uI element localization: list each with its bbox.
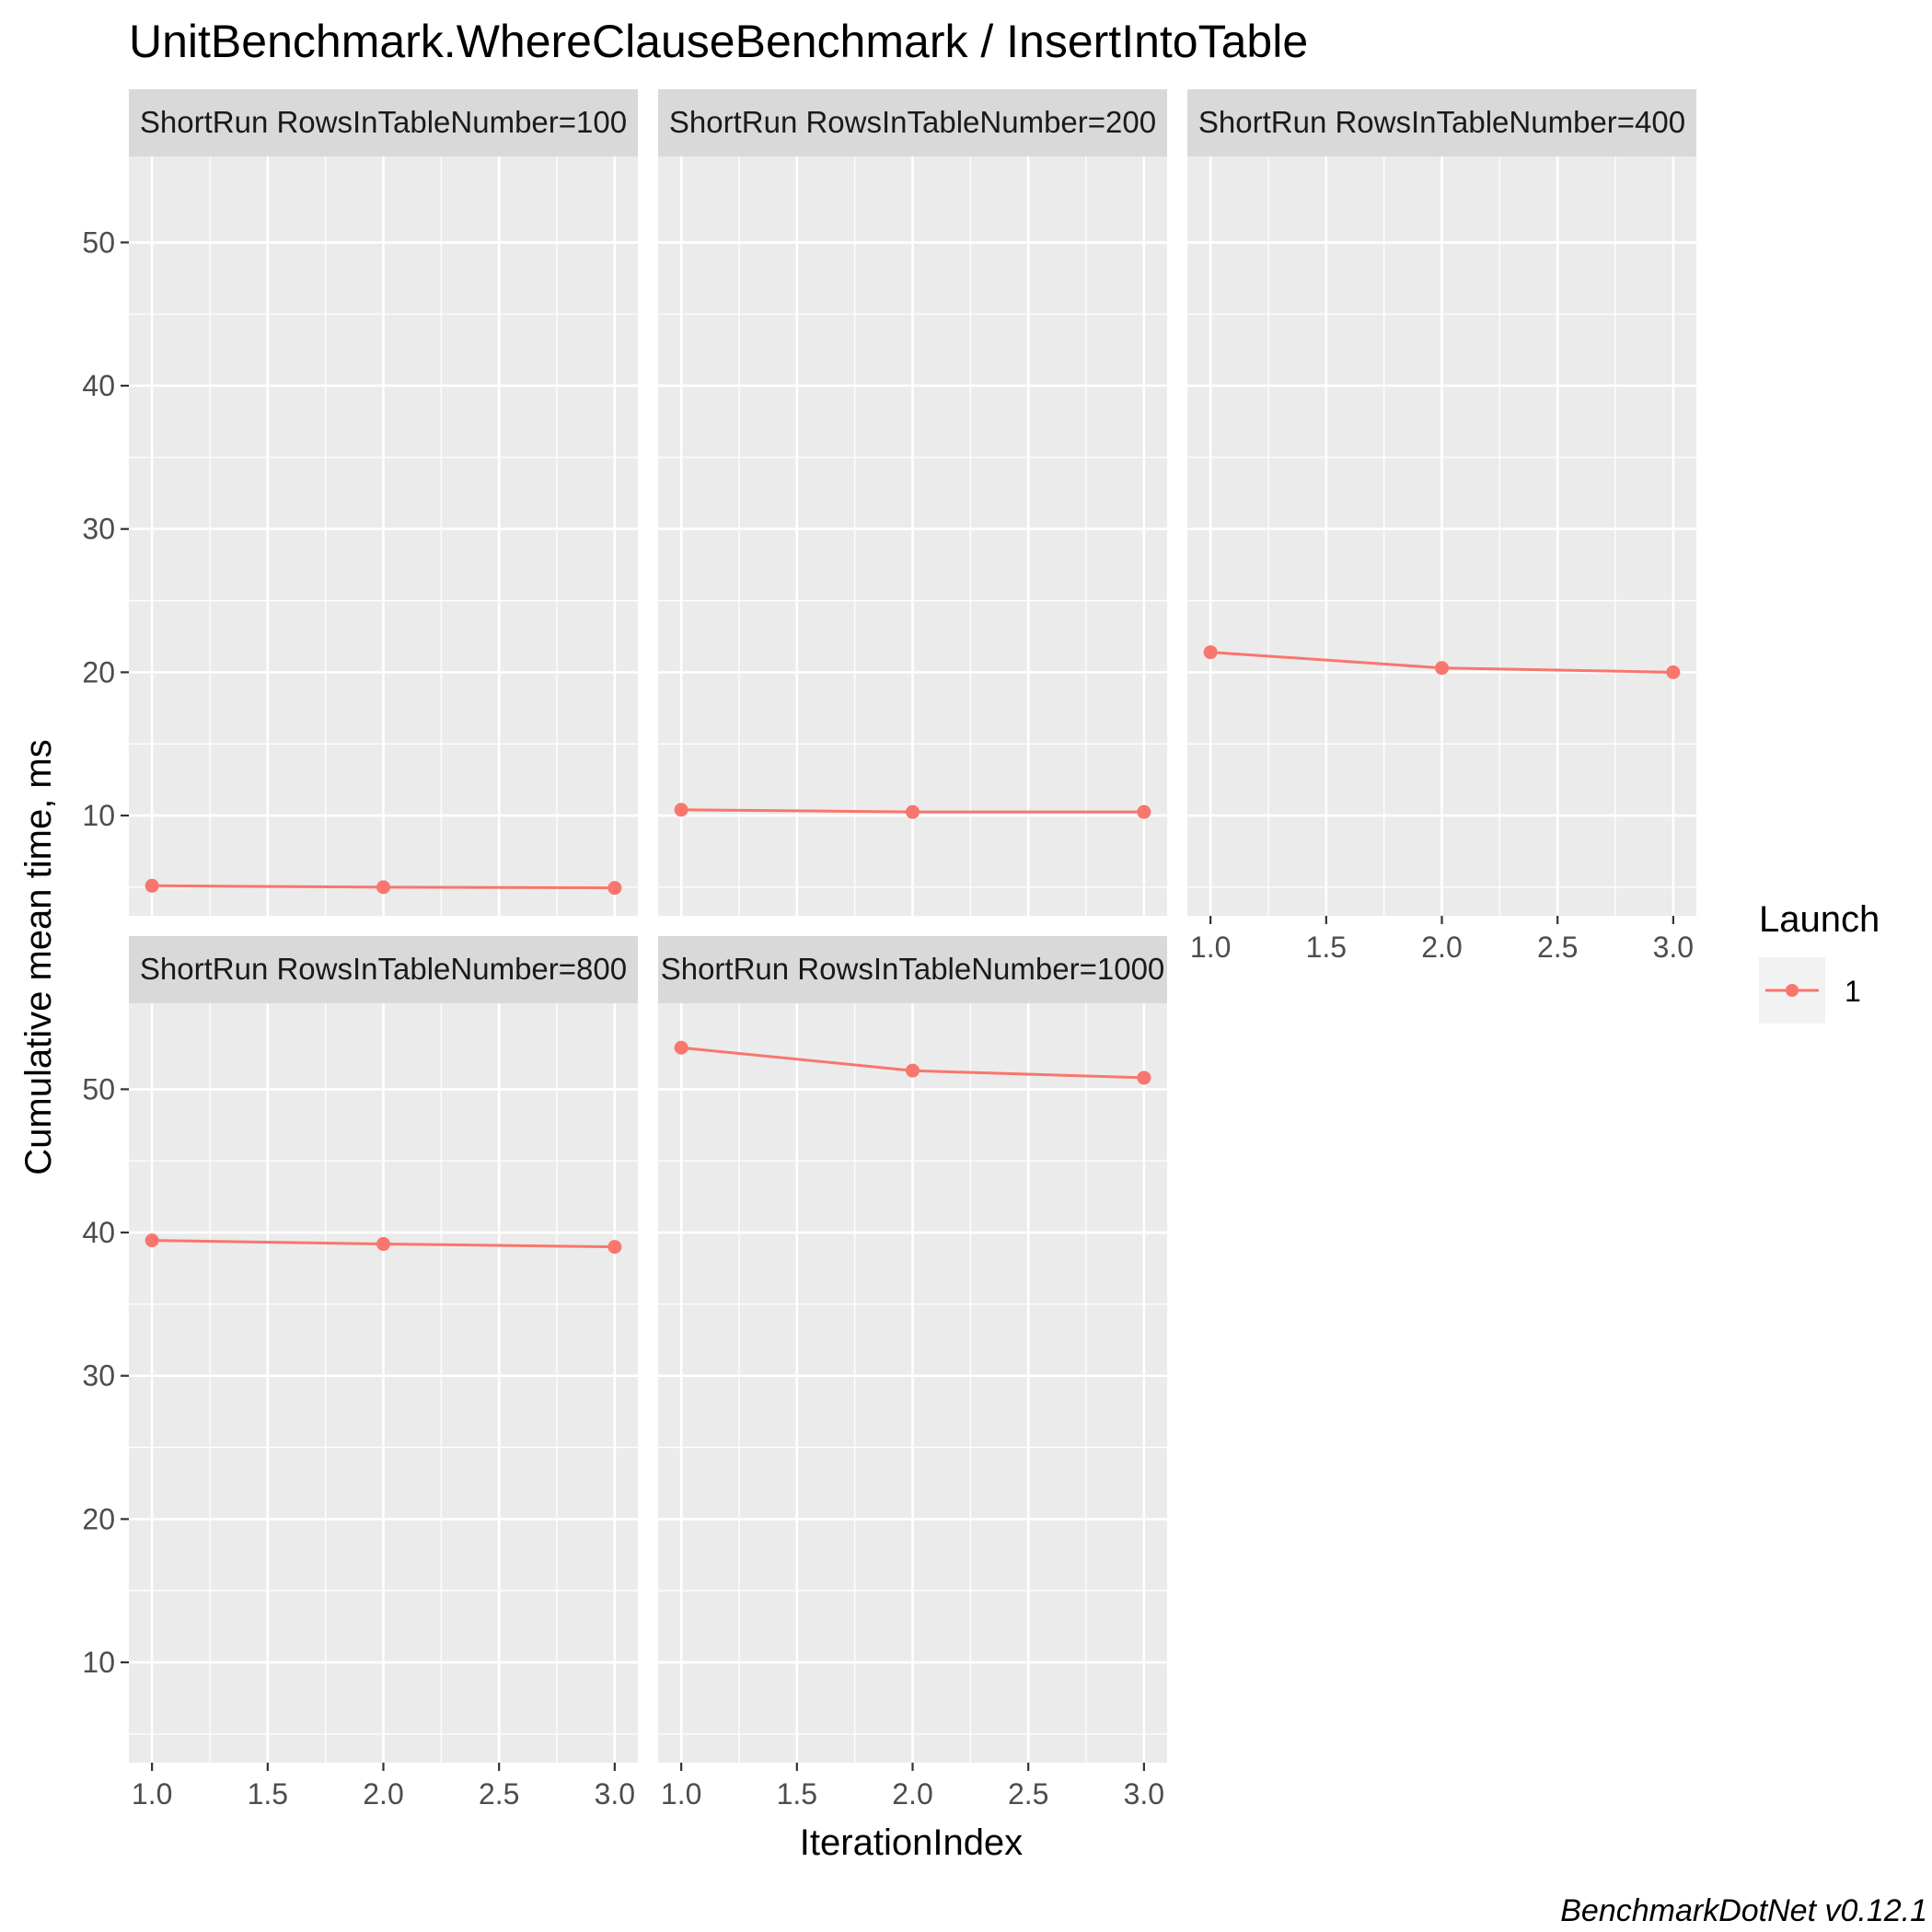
legend-title: Launch <box>1759 899 1880 940</box>
y-tick-label: 50 <box>82 226 115 259</box>
x-tick-label: 2.5 <box>1537 931 1578 964</box>
x-axis-title: IterationIndex <box>800 1822 1023 1863</box>
data-point <box>145 1233 159 1248</box>
legend-key-point <box>1786 984 1799 997</box>
y-tick-label: 50 <box>82 1072 115 1105</box>
panel-2: ShortRun RowsInTableNumber=200 <box>658 89 1167 916</box>
x-tick-label: 3.0 <box>1653 931 1694 964</box>
panel-strip-label: ShortRun RowsInTableNumber=1000 <box>661 952 1165 986</box>
x-tick-label: 1.5 <box>248 1777 288 1811</box>
data-point <box>1137 1070 1151 1085</box>
data-point <box>1203 645 1218 660</box>
caption: BenchmarkDotNet v0.12.1 <box>1560 1893 1927 1928</box>
data-point <box>906 1063 920 1078</box>
panel-strip <box>129 936 638 1003</box>
panel-1: ShortRun RowsInTableNumber=100 10 20 30 40 50 <box>82 89 638 916</box>
x-tick-label: 2.0 <box>363 1777 403 1811</box>
data-point <box>145 878 159 893</box>
y-tick-label: 10 <box>82 799 115 832</box>
legend-entry-label: 1 <box>1845 975 1861 1008</box>
x-tick-label: 1.5 <box>777 1777 817 1811</box>
panel-strip-label: ShortRun RowsInTableNumber=400 <box>1198 105 1685 139</box>
y-axis-title: Cumulative mean time, ms <box>18 739 59 1174</box>
chart-title: UnitBenchmark.WhereClauseBenchmark / Ins… <box>129 16 1308 67</box>
data-point <box>674 1040 688 1055</box>
data-point <box>906 804 920 819</box>
y-tick-label: 40 <box>82 369 115 402</box>
y-tick-label: 30 <box>82 513 115 546</box>
y-tick-label: 40 <box>82 1216 115 1249</box>
data-point <box>376 880 390 895</box>
data-point <box>1666 665 1681 679</box>
panel-3: ShortRun RowsInTableNumber=400 1.0 1.5 2.0 2… <box>1187 89 1696 964</box>
x-tick-label: 3.0 <box>1124 1777 1164 1811</box>
x-tick-label: 2.5 <box>1008 1777 1048 1811</box>
panel-strip-label: ShortRun RowsInTableNumber=800 <box>140 952 627 986</box>
panel-strip-label: ShortRun RowsInTableNumber=200 <box>669 105 1156 139</box>
x-tick-label: 1.0 <box>661 1777 701 1811</box>
x-tick-label: 2.0 <box>892 1777 932 1811</box>
x-tick-label: 2.5 <box>479 1777 519 1811</box>
panel-strip-label: ShortRun RowsInTableNumber=100 <box>140 105 627 139</box>
y-tick-label: 30 <box>82 1359 115 1393</box>
x-tick-label: 1.5 <box>1306 931 1347 964</box>
y-tick-label: 10 <box>82 1646 115 1679</box>
y-tick-label: 20 <box>82 1502 115 1535</box>
x-tick-label: 1.0 <box>1190 931 1231 964</box>
panel-strip <box>1187 89 1696 156</box>
y-tick-label: 20 <box>82 655 115 688</box>
panel-4: ShortRun RowsInTableNumber=800 10 20 30 40 50… <box>82 936 638 1811</box>
data-point <box>1435 661 1449 676</box>
data-point <box>1137 804 1151 819</box>
legend: Launch 1 <box>1759 899 1880 1024</box>
panel-strip <box>658 89 1167 156</box>
x-tick-label: 1.0 <box>132 1777 172 1811</box>
data-point <box>607 1240 622 1255</box>
x-tick-label: 2.0 <box>1421 931 1462 964</box>
panel-strip <box>658 936 1167 1003</box>
panel-strip <box>129 89 638 156</box>
data-point <box>674 803 688 817</box>
x-tick-label: 3.0 <box>595 1777 635 1811</box>
panel-5: ShortRun RowsInTableNumber=1000 1.0 1.5 2.0… <box>658 936 1167 1811</box>
panels-layer: ShortRun RowsInTableNumber=100 10 20 30 40 50… <box>82 89 1696 1811</box>
data-point <box>376 1237 390 1252</box>
data-point <box>607 881 622 896</box>
